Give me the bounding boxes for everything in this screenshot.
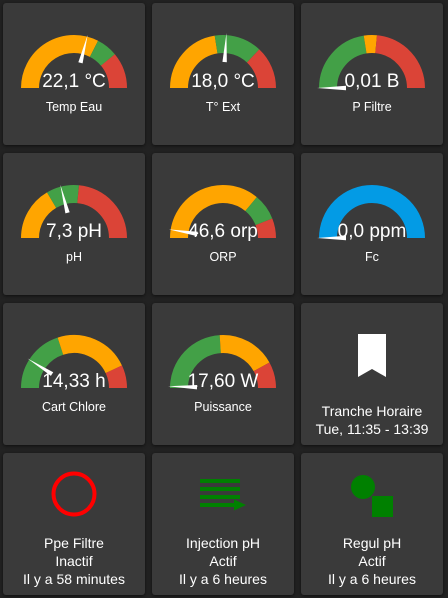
gauge-tile-puissance[interactable]: 17,60 W Puissance [152, 303, 294, 445]
gauge-tile-t-ext[interactable]: 18,0 °C T° Ext [152, 3, 294, 145]
injection-ph-text: Injection pH Actif Il y a 6 heures [152, 534, 294, 588]
injection-ph-name: Injection pH [186, 535, 260, 551]
regul-ph-time: Il y a 6 heures [328, 571, 416, 587]
orp-gauge [168, 185, 276, 239]
temp-eau-gauge [21, 34, 127, 89]
gauge-segment-green [244, 197, 273, 226]
gauge-segment-red [374, 35, 425, 89]
puissance-value: 17,60 W [187, 371, 259, 392]
t-ext-value: 18,0 °C [191, 71, 255, 92]
circle-outline-icon [51, 471, 97, 517]
gauge-tile-ph[interactable]: 7,3 pH pH [3, 153, 145, 295]
fc-value: 0,0 ppm [337, 221, 407, 242]
gauge-tile-cart-chlore[interactable]: 14,33 h Cart Chlore [3, 303, 145, 445]
ph-value: 7,3 pH [46, 221, 102, 242]
gauge-segment-green [319, 35, 367, 89]
gauge-tile-orp[interactable]: 46,6 orp ORP [152, 153, 294, 295]
p-filtre-gauge [317, 35, 425, 91]
p-filtre-value: 0,01 B [344, 71, 400, 92]
gauge-needle [27, 358, 54, 376]
gauge-tile-temp-eau[interactable]: 22,1 °C Temp Eau [3, 3, 145, 145]
tranche-horaire-tile[interactable]: Tranche Horaire Tue, 11:35 - 13:39 [301, 303, 443, 445]
fc-label: Fc [365, 250, 379, 264]
ppe-filtre-name: Ppe Filtre [44, 535, 104, 551]
gauge-segment-orange [57, 335, 122, 374]
tranche-horaire-text: Tranche Horaire Tue, 11:35 - 13:39 [301, 402, 443, 438]
ppe-filtre-tile[interactable]: Ppe Filtre Inactif Il y a 58 minutes [3, 453, 145, 595]
tranche-horaire-title: Tranche Horaire [321, 403, 423, 419]
gauge-segment-red [76, 185, 127, 239]
gauge-segment-red [105, 365, 127, 389]
gauge-segment-red [100, 54, 127, 89]
cart-chlore-value: 14,33 h [42, 371, 106, 392]
gauge-segment-blue [319, 185, 425, 239]
gauge-segment-orange [21, 192, 57, 239]
regul-ph-tile[interactable]: Regul pH Actif Il y a 6 heures [301, 453, 443, 595]
gauge-tile-fc[interactable]: 0,0 ppm Fc [301, 153, 443, 295]
gauge-segment-red [253, 362, 276, 389]
regul-ph-state: Actif [358, 553, 386, 569]
gauge-needle [222, 33, 227, 63]
gauge-tile-p-filtre[interactable]: 0,01 B P Filtre [301, 3, 443, 145]
t-ext-gauge [170, 33, 276, 89]
cart-chlore-gauge [21, 335, 127, 389]
gauge-needle [60, 184, 70, 214]
gauge-needle [168, 229, 198, 237]
gauge-segment-orange [170, 35, 218, 89]
regul-ph-name: Regul pH [342, 535, 402, 551]
injection-ph-state: Actif [209, 553, 237, 569]
dashboard-grid: 22,1 °C Temp Eau 18,0 °C T° Ext 0,01 B P… [3, 3, 443, 595]
ppe-filtre-time: Il y a 58 minutes [23, 571, 125, 587]
regul-ph-text: Regul pH Actif Il y a 6 heures [301, 534, 443, 588]
gauge-segment-orange [21, 35, 99, 89]
injection-ph-time: Il y a 6 heures [179, 571, 267, 587]
ph-gauge [21, 184, 127, 239]
cart-chlore-label: Cart Chlore [42, 400, 106, 414]
puissance-label: Puissance [194, 400, 252, 414]
gauge-segment-green [89, 40, 115, 67]
gauge-segment-red [255, 218, 276, 239]
gauge-segment-green [170, 335, 222, 389]
gauge-needle [78, 34, 88, 64]
gauge-segment-orange [219, 335, 270, 372]
gauge-segment-red [246, 49, 276, 89]
orp-label: ORP [209, 250, 237, 264]
p-filtre-label: P Filtre [352, 100, 392, 114]
tranche-horaire-subtitle: Tue, 11:35 - 13:39 [315, 421, 429, 437]
orp-value: 46,6 orp [188, 221, 258, 242]
gauge-needle [317, 235, 346, 241]
fc-gauge [317, 185, 425, 241]
bookmark-icon [358, 334, 386, 377]
gauge-segment-orange [170, 185, 257, 239]
gauge-segment-green [21, 337, 64, 389]
ppe-filtre-text: Ppe Filtre Inactif Il y a 58 minutes [3, 534, 145, 588]
temp-eau-value: 22,1 °C [42, 71, 106, 92]
puissance-gauge [168, 335, 276, 390]
ph-label: pH [66, 250, 82, 264]
gauge-segment-green [214, 35, 260, 63]
injection-ph-tile[interactable]: Injection pH Actif Il y a 6 heures [152, 453, 294, 595]
gauge-needle [168, 384, 198, 390]
gauge-segment-orange [363, 35, 377, 54]
injection-lines-icon [200, 479, 246, 511]
gauge-segment-green [47, 185, 79, 209]
temp-eau-label: Temp Eau [45, 100, 103, 114]
t-ext-label: T° Ext [205, 100, 241, 114]
gauge-needle [317, 85, 346, 91]
shapes-icon [351, 475, 393, 517]
ppe-filtre-state: Inactif [55, 553, 93, 569]
